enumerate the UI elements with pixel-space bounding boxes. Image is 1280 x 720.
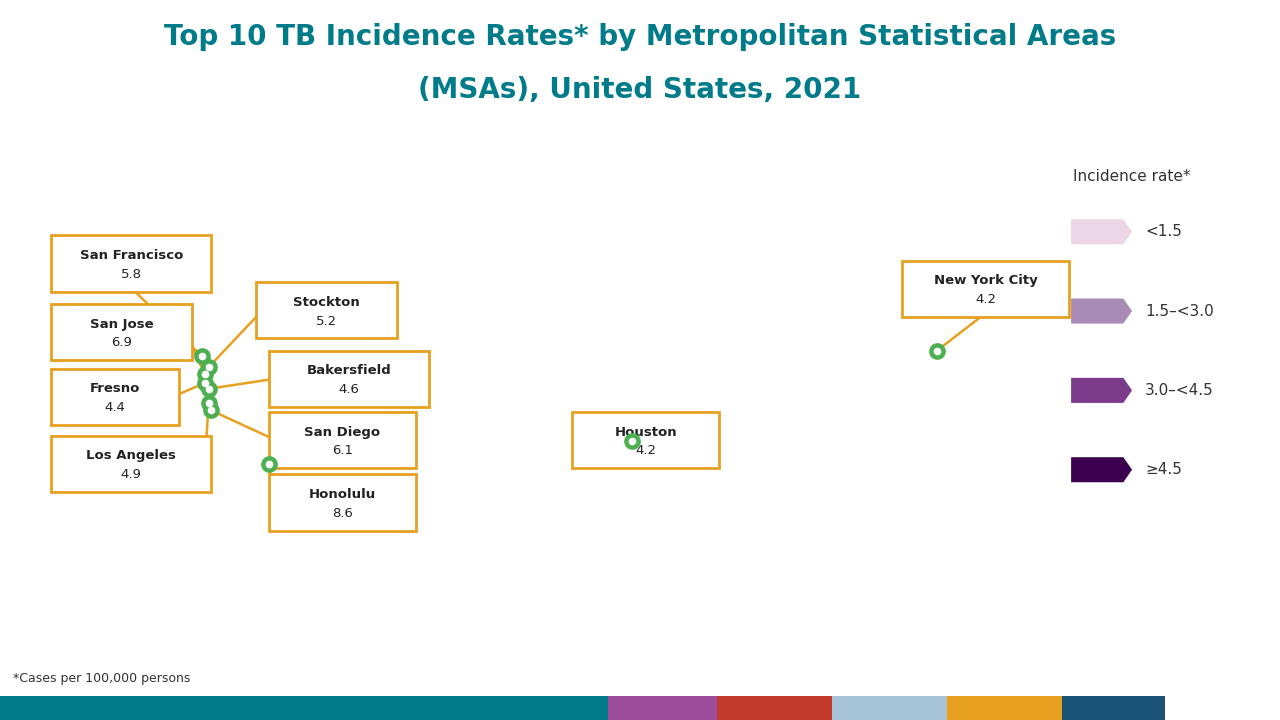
Text: New York City: New York City — [933, 274, 1038, 287]
Text: 5.8: 5.8 — [120, 268, 142, 281]
Text: Incidence rate*: Incidence rate* — [1073, 169, 1190, 184]
Text: Stockton: Stockton — [293, 296, 360, 309]
Bar — [0, 696, 608, 720]
Bar — [608, 696, 717, 720]
Polygon shape — [1071, 299, 1132, 323]
Text: 4.6: 4.6 — [338, 383, 360, 396]
Text: 4.2: 4.2 — [635, 444, 657, 457]
FancyBboxPatch shape — [269, 412, 416, 468]
Text: Los Angeles: Los Angeles — [86, 449, 177, 462]
FancyBboxPatch shape — [256, 282, 397, 338]
Text: 4.9: 4.9 — [120, 468, 142, 481]
Bar — [717, 696, 832, 720]
Bar — [1062, 696, 1165, 720]
Text: 5.2: 5.2 — [316, 315, 337, 328]
Text: Bakersfield: Bakersfield — [306, 364, 392, 377]
Text: Top 10 TB Incidence Rates* by Metropolitan Statistical Areas: Top 10 TB Incidence Rates* by Metropolit… — [164, 23, 1116, 51]
Polygon shape — [1071, 457, 1132, 482]
FancyBboxPatch shape — [269, 474, 416, 531]
Bar — [947, 696, 1062, 720]
Bar — [832, 696, 947, 720]
Text: Fresno: Fresno — [90, 382, 141, 395]
Text: 3.0–<4.5: 3.0–<4.5 — [1146, 383, 1213, 398]
Polygon shape — [1071, 219, 1132, 244]
FancyBboxPatch shape — [51, 436, 211, 492]
Polygon shape — [1071, 378, 1132, 403]
Text: Houston: Houston — [614, 426, 677, 438]
FancyBboxPatch shape — [902, 261, 1069, 317]
FancyBboxPatch shape — [269, 351, 429, 407]
FancyBboxPatch shape — [51, 304, 192, 360]
Text: 6.9: 6.9 — [111, 336, 132, 349]
Text: ≥4.5: ≥4.5 — [1146, 462, 1181, 477]
Text: 4.4: 4.4 — [105, 401, 125, 414]
Text: 8.6: 8.6 — [332, 507, 353, 520]
Text: 6.1: 6.1 — [332, 444, 353, 457]
Text: <1.5: <1.5 — [1146, 224, 1181, 239]
Text: 4.2: 4.2 — [975, 293, 996, 306]
Text: San Francisco: San Francisco — [79, 249, 183, 262]
Text: San Diego: San Diego — [305, 426, 380, 438]
Text: Honolulu: Honolulu — [308, 488, 376, 501]
FancyBboxPatch shape — [51, 369, 179, 425]
FancyBboxPatch shape — [51, 235, 211, 292]
Text: 1.5–<3.0: 1.5–<3.0 — [1146, 304, 1213, 318]
FancyBboxPatch shape — [572, 412, 719, 468]
Text: *Cases per 100,000 persons: *Cases per 100,000 persons — [13, 672, 191, 685]
Text: San Jose: San Jose — [90, 318, 154, 330]
Text: (MSAs), United States, 2021: (MSAs), United States, 2021 — [419, 76, 861, 104]
